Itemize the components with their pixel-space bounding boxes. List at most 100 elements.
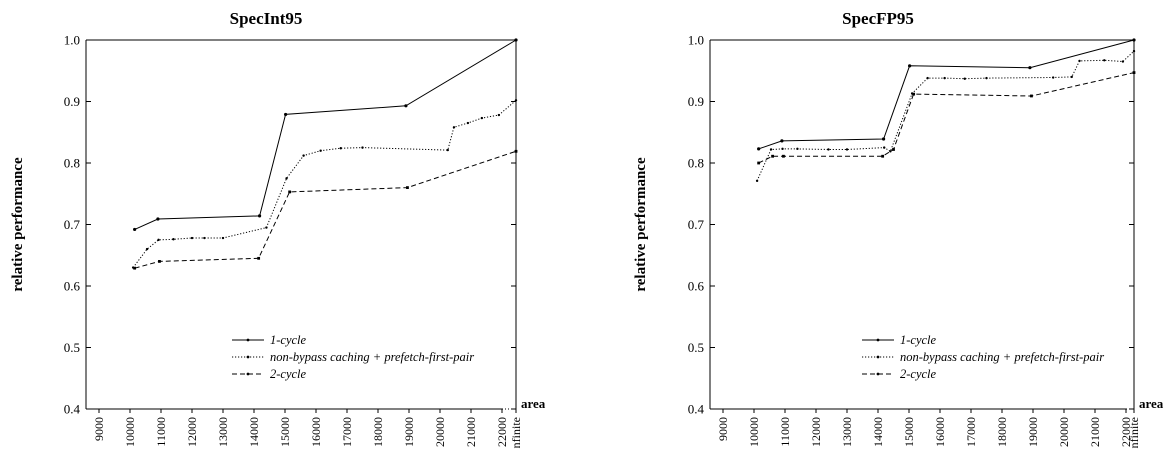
legend-swatch-marker [876, 355, 880, 359]
data-point [1051, 76, 1055, 79]
chart-panel-specfp95: SpecFP95 relative performance 0.4 0.5 0.6 0.7… [633, 9, 1164, 448]
y-tick-label: 0.9 [688, 94, 704, 109]
x-tick-label: 19000 [1026, 417, 1040, 447]
x-tick-label: 9000 [92, 417, 106, 441]
legend-swatch-marker [246, 372, 250, 376]
data-point [221, 236, 225, 240]
data-point [883, 146, 886, 149]
data-point [319, 149, 322, 152]
data-point [1132, 49, 1136, 53]
y-tick-label: 0.6 [688, 279, 705, 294]
data-point [133, 266, 137, 270]
x-tick-label: 11000 [778, 417, 792, 447]
data-point [827, 148, 830, 151]
series-line-dotted [756, 50, 1135, 182]
series-line-solid [134, 39, 517, 230]
y-axis-label: relative performance [633, 157, 649, 292]
data-point [480, 116, 484, 120]
y-tick-label: 0.4 [64, 402, 81, 417]
legend-label: 1-cycle [270, 333, 307, 347]
data-point [769, 148, 773, 151]
data-point [302, 154, 305, 157]
legend-label: 1-cycle [900, 333, 937, 347]
data-point [288, 190, 292, 194]
legend-swatch-marker [246, 338, 250, 342]
x-tick-label: 17000 [340, 417, 354, 447]
data-point [757, 147, 761, 151]
data-point [257, 214, 262, 218]
data-point [133, 227, 137, 232]
legend-swatch-marker [876, 372, 880, 376]
data-point [514, 99, 518, 102]
data-point [257, 256, 261, 260]
x-tick-label: 13000 [840, 417, 854, 447]
data-point [881, 154, 885, 158]
x-tick-label: 19000 [402, 417, 416, 447]
data-point [1030, 94, 1033, 98]
data-point [404, 104, 408, 108]
y-tick-label: 0.8 [64, 156, 80, 171]
data-point [881, 137, 886, 141]
y-tick-label: 0.5 [688, 340, 704, 355]
y-tick-label: 0.7 [688, 217, 705, 232]
data-point [157, 238, 160, 242]
data-point [265, 226, 268, 229]
data-point [781, 147, 784, 151]
data-point [1078, 59, 1081, 63]
data-point [1121, 60, 1125, 63]
x-tick-label: 11000 [154, 417, 168, 447]
series-line-dotted [132, 99, 517, 268]
data-point [156, 217, 160, 221]
series-line-solid [758, 39, 1135, 150]
data-point [361, 146, 364, 149]
x-tick-label: 16000 [933, 417, 947, 447]
data-point [158, 260, 161, 263]
x-tick-label: 10000 [123, 417, 137, 447]
x-tick-label: 15000 [902, 417, 916, 447]
x-tick-label: 18000 [371, 417, 385, 447]
series-line-dashed [134, 150, 517, 269]
x-tick-label: 14000 [247, 417, 261, 447]
data-point [284, 112, 288, 117]
data-point [912, 92, 916, 96]
y-tick-label: 0.7 [64, 217, 81, 232]
data-point [755, 179, 759, 183]
data-point [514, 149, 518, 153]
legend-label: 2-cycle [900, 367, 937, 381]
series-line-dashed [758, 72, 1135, 164]
data-point [963, 77, 966, 80]
x-tick-label: 20000 [433, 417, 447, 447]
x-tick-label: 16000 [309, 417, 323, 447]
data-point [466, 121, 470, 125]
data-point [908, 64, 912, 68]
x-tick-label: 10000 [747, 417, 761, 447]
data-point [985, 76, 988, 80]
data-point [406, 186, 409, 189]
x-tick-label: 17000 [964, 417, 978, 447]
data-point [1132, 38, 1136, 42]
x-tick-label: 22000 [1119, 417, 1133, 447]
x-tick-label: 15000 [278, 417, 292, 447]
data-point [845, 148, 849, 151]
data-point [1028, 66, 1032, 70]
data-point [203, 236, 206, 240]
x-axis-label: area [1139, 396, 1164, 411]
data-point [889, 150, 892, 153]
x-tick-label: nfinite [509, 417, 523, 448]
x-tick-label: 12000 [809, 417, 823, 447]
y-axis-label: relative performance [10, 157, 26, 292]
x-tick-label: 21000 [464, 417, 478, 447]
data-point [1070, 75, 1073, 79]
legend-label: 2-cycle [270, 367, 307, 381]
data-point [771, 154, 774, 158]
x-tick-label: 14000 [871, 417, 885, 447]
x-tick-label: 21000 [1088, 417, 1102, 447]
legend-swatch-marker [876, 338, 880, 342]
data-point [497, 113, 501, 117]
data-point [757, 161, 761, 165]
data-point [285, 177, 288, 180]
data-point [780, 139, 784, 143]
data-point [782, 154, 785, 158]
chart-title: SpecInt95 [230, 9, 303, 28]
